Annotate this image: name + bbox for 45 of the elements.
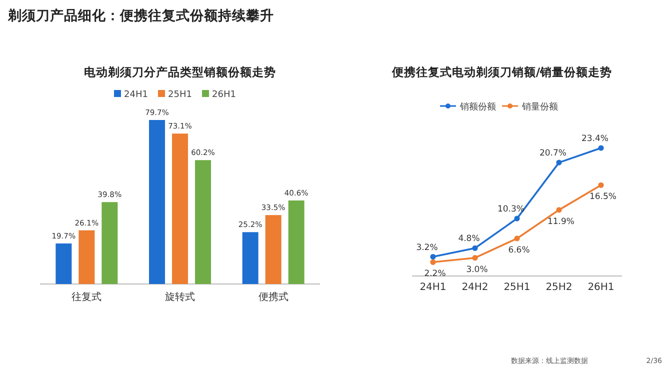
point bbox=[598, 182, 604, 188]
bar bbox=[172, 134, 188, 284]
data-label: 20.7% bbox=[539, 148, 567, 159]
chart-title: 便携往复式电动剃须刀销额/销量份额走势 bbox=[390, 65, 612, 79]
bar bbox=[78, 230, 95, 284]
x-tick-label: 24H2 bbox=[462, 282, 488, 293]
chart-title: 电动剃须刀分产品类型销额份额走势 bbox=[84, 65, 276, 79]
x-tick-label: 旋转式 bbox=[165, 291, 195, 303]
point bbox=[556, 207, 562, 213]
x-tick-label: 25H2 bbox=[546, 282, 572, 293]
point bbox=[472, 255, 478, 261]
data-label: 11.9% bbox=[547, 216, 575, 227]
data-label: 23.4% bbox=[581, 134, 609, 144]
text: 剃须刀产品细化：便携往复式份额持续攀升 bbox=[7, 7, 274, 24]
legend-label: 24H1 bbox=[124, 90, 148, 100]
x-tick-label: 26H1 bbox=[588, 282, 614, 293]
data-label: 4.8% bbox=[458, 234, 480, 244]
x-tick-label: 24H1 bbox=[420, 282, 446, 293]
bar bbox=[265, 215, 282, 284]
legend-label: 25H1 bbox=[168, 90, 192, 100]
bar bbox=[149, 120, 165, 284]
legend-label: 26H1 bbox=[212, 90, 236, 100]
point bbox=[514, 216, 520, 222]
bar bbox=[195, 160, 211, 284]
data-label: 6.6% bbox=[508, 245, 530, 256]
bar bbox=[102, 202, 118, 284]
point bbox=[472, 245, 478, 251]
legend-label: 销额份额 bbox=[459, 102, 496, 112]
x-tick-label: 便携式 bbox=[258, 291, 288, 303]
data-label: 2.2% bbox=[424, 269, 446, 280]
legend-label: 销量份额 bbox=[521, 102, 558, 112]
point bbox=[430, 259, 436, 265]
point bbox=[514, 236, 520, 242]
bar bbox=[56, 243, 72, 284]
point bbox=[598, 145, 604, 151]
point bbox=[430, 254, 436, 260]
x-tick-label: 往复式 bbox=[72, 291, 102, 303]
data-label: 3.0% bbox=[466, 264, 488, 275]
data-label: 16.5% bbox=[589, 192, 617, 202]
data-label: 3.2% bbox=[416, 242, 438, 253]
bar bbox=[242, 232, 258, 284]
data-label: 10.3% bbox=[497, 204, 525, 215]
x-tick-label: 25H1 bbox=[504, 282, 530, 293]
bar bbox=[288, 200, 304, 284]
point bbox=[556, 160, 562, 166]
